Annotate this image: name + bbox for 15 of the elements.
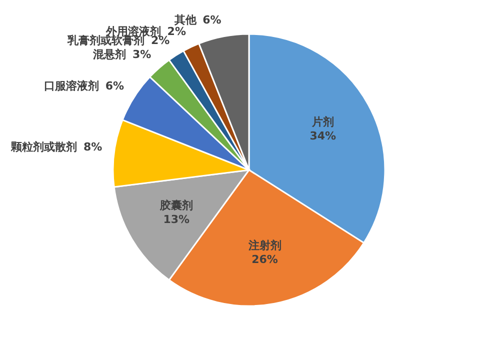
slice-label: 混悬剂	[92, 48, 126, 61]
data-label: 6%	[202, 14, 222, 27]
slice-label: 颗粒剂或散剂	[10, 140, 78, 154]
data-label: 26%	[252, 252, 278, 266]
data-label: 3%	[132, 48, 152, 61]
data-label: 8%	[83, 140, 102, 154]
slice-label: 胶囊剂	[158, 198, 193, 212]
slice-label: 口服溶液剂	[44, 80, 100, 93]
data-label: 13%	[163, 212, 190, 226]
slice-label: 其他	[173, 14, 198, 27]
slice-label: 片剂	[310, 115, 334, 128]
data-label: 34%	[310, 129, 336, 142]
data-label: 6%	[105, 80, 124, 93]
data-label: 2%	[167, 25, 186, 38]
slice-label: 注射剂	[247, 238, 282, 252]
